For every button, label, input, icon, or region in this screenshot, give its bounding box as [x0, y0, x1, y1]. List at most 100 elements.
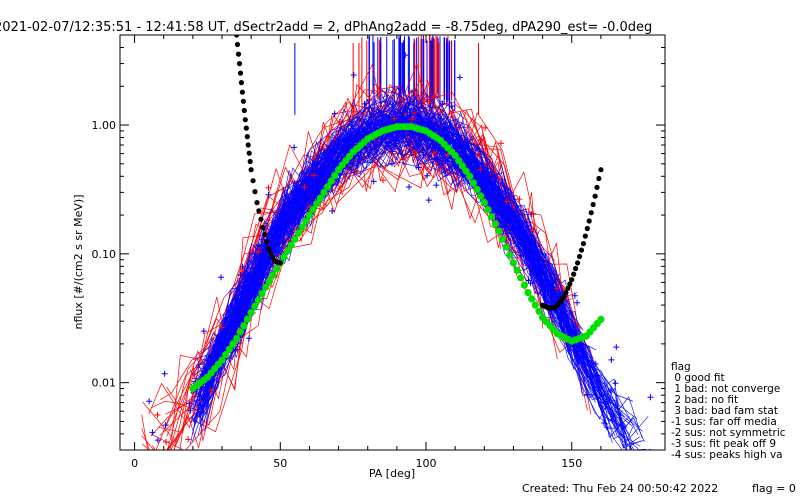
flux-trace-blue: [201, 88, 544, 370]
data-point: [229, 340, 237, 348]
data-point: [243, 315, 252, 323]
fit-series: [189, 35, 605, 393]
data-point: [247, 309, 255, 317]
plus-marker: [516, 196, 523, 203]
data-point: [246, 150, 252, 156]
data-point: [277, 260, 283, 266]
plus-marker: [632, 466, 638, 472]
plus-marker: [608, 356, 615, 363]
data-point: [239, 89, 245, 95]
data-point: [331, 171, 339, 179]
legend-item-5: -2 sus: not symmetric: [671, 427, 786, 439]
data-point: [502, 243, 510, 251]
data-point: [266, 245, 272, 252]
plus-marker: [154, 437, 161, 444]
plus-marker: [154, 411, 161, 418]
data-point: [528, 295, 536, 303]
data-point: [596, 175, 602, 182]
data-point: [451, 151, 459, 160]
legend-item-6: -3 sus: fit peak off 9: [671, 438, 776, 450]
plus-marker: [477, 166, 484, 173]
plus-marker: [388, 148, 395, 155]
created-timestamp: Created: Thu Feb 24 00:50:42 2022: [522, 482, 718, 495]
plus-marker: [172, 474, 178, 480]
plus-marker: [482, 124, 489, 131]
data-point: [262, 231, 268, 238]
series-green-0: [189, 123, 605, 393]
plus-marker: [415, 164, 422, 171]
plus-marker: [503, 198, 510, 205]
plus-marker: [186, 400, 193, 407]
data-point: [243, 125, 249, 131]
plus-marker: [451, 160, 458, 167]
plus-marker: [178, 454, 184, 460]
data-point: [258, 290, 266, 298]
data-point: [305, 211, 313, 219]
plus-marker: [285, 195, 292, 202]
y-tick-label: 0.10: [92, 248, 117, 261]
plus-marker: [480, 181, 487, 188]
plus-marker: [410, 149, 417, 156]
data-point: [592, 193, 598, 199]
plus-marker: [171, 473, 177, 479]
plus-marker: [408, 116, 415, 123]
plus-marker: [613, 344, 620, 351]
plus-marker: [579, 342, 586, 349]
plus-marker: [149, 429, 156, 436]
flux-trace-red: [159, 78, 502, 437]
data-point: [598, 167, 604, 173]
data-point: [580, 241, 587, 247]
data-point: [265, 277, 273, 285]
data-point: [569, 277, 575, 283]
plus-marker: [271, 234, 278, 241]
flux-trace-red: [141, 133, 526, 450]
plus-marker: [570, 322, 577, 329]
data-point: [309, 205, 317, 213]
legend-item-4: -1 sus: far off media: [671, 416, 777, 428]
series-black-2: [540, 167, 604, 311]
data-point: [327, 177, 335, 185]
data-point: [320, 188, 328, 196]
data-point: [535, 307, 543, 315]
plus-marker: [423, 133, 430, 140]
data-point: [484, 206, 492, 214]
plus-marker: [475, 151, 482, 158]
data-point: [316, 194, 324, 202]
data-point: [218, 356, 226, 364]
y-axis-label: nflux [#/(cm2 s sr MeV)]: [72, 195, 85, 330]
plus-marker: [265, 184, 272, 191]
plus-marker: [574, 299, 581, 306]
plus-marker: [607, 387, 614, 394]
chart-title: 2021-02-07/12:35:51 - 12:41:58 UT, dSect…: [0, 20, 652, 35]
data-point: [252, 189, 258, 195]
plot-frame: [119, 34, 666, 451]
plus-marker: [255, 248, 262, 255]
plus-marker: [640, 457, 646, 463]
plus-marker: [425, 197, 432, 204]
data-point: [584, 225, 590, 232]
data-point: [260, 224, 266, 231]
data-point: [573, 265, 579, 272]
plus-marker: [187, 407, 194, 414]
data-point: [256, 208, 262, 214]
data-point: [247, 158, 253, 165]
y-tick-label: 0.01: [92, 377, 117, 390]
plus-marker: [336, 118, 343, 125]
data-point: [491, 220, 499, 228]
plus-marker: [197, 402, 204, 409]
data-point: [313, 200, 321, 208]
data-point: [477, 192, 485, 200]
data-point: [531, 301, 539, 309]
plus-marker: [331, 110, 338, 117]
data-point: [284, 247, 292, 255]
plus-marker: [163, 438, 170, 445]
plus-marker: [273, 223, 280, 230]
data-point: [590, 201, 596, 208]
data-point: [294, 229, 303, 237]
data-point: [520, 281, 529, 289]
data-point: [594, 184, 600, 190]
axes: 0 50 100 150 0.01 0.10 1.00: [92, 35, 665, 470]
data-point: [248, 167, 254, 173]
data-point: [524, 289, 532, 297]
data-point: [264, 238, 270, 245]
